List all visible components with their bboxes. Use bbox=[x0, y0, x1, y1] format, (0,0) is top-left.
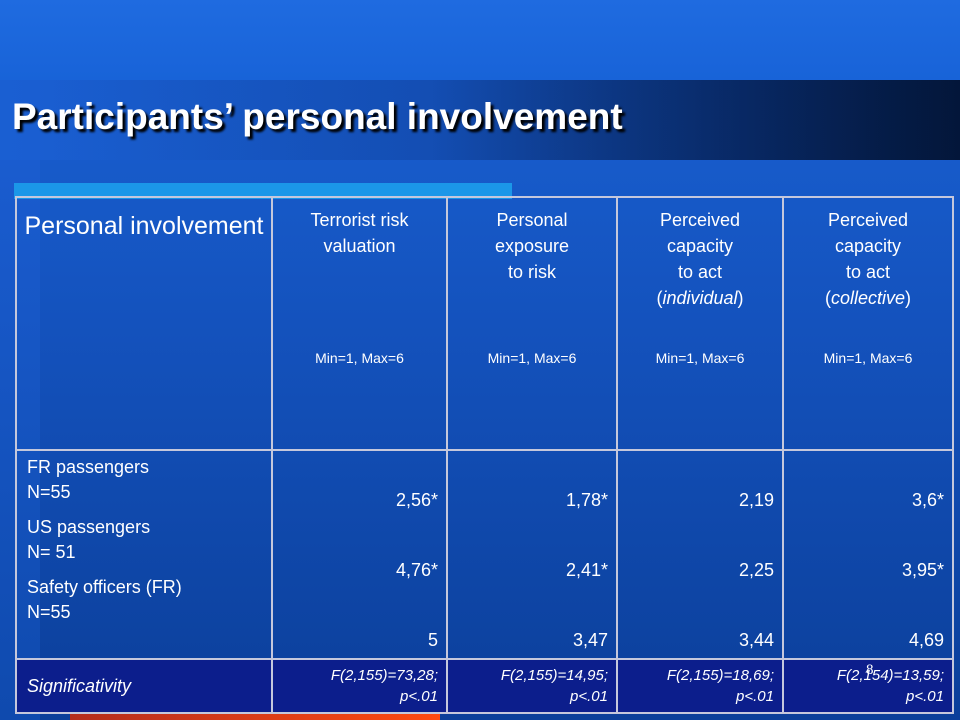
values-personal-exposure: 1,78* 2,41* 3,47 bbox=[446, 449, 618, 660]
value-us: 2,25 bbox=[738, 560, 774, 580]
significance-row: Significativity F(2,155)=73,28; p<.01 F(… bbox=[15, 658, 954, 714]
column-title-line: Terrorist risk bbox=[310, 210, 409, 230]
column-title: Perceived capacity to act (individual) bbox=[618, 198, 782, 311]
significance-stat: F(2,155)=18,69; bbox=[666, 667, 774, 684]
group-name: US passengers bbox=[27, 517, 151, 537]
column-header-capacity-collective: Perceived capacity to act (collective) M… bbox=[782, 196, 954, 451]
column-title-line: valuation bbox=[323, 236, 396, 256]
group-name: FR passengers bbox=[27, 457, 150, 477]
value-safety: 5 bbox=[427, 630, 438, 650]
column-header-capacity-individual: Perceived capacity to act (individual) M… bbox=[616, 196, 784, 451]
column-range: Min=1, Max=6 bbox=[487, 350, 577, 366]
column-range: Min=1, Max=6 bbox=[315, 350, 404, 366]
group-n: N=55 bbox=[27, 482, 71, 502]
significance-stat: F(2,155)=73,28; bbox=[330, 667, 438, 684]
value-safety: 3,47 bbox=[572, 630, 608, 650]
value-us: 3,95* bbox=[901, 560, 944, 580]
group-us-passengers: US passengers N= 51 bbox=[27, 515, 271, 565]
value-fr: 3,6* bbox=[911, 490, 944, 510]
column-title-line: (collective) bbox=[824, 288, 912, 308]
column-title-line: exposure bbox=[494, 236, 570, 256]
significance-p: p<.01 bbox=[570, 688, 608, 705]
column-title: Personal exposure to risk bbox=[448, 198, 616, 285]
column-title: Terrorist risk valuation bbox=[273, 198, 446, 259]
corner-header: Personal involvement bbox=[15, 196, 273, 451]
column-title-line: to risk bbox=[507, 262, 556, 282]
significance-capacity-individual: F(2,155)=18,69; p<.01 bbox=[616, 658, 784, 714]
column-header-personal-exposure: Personal exposure to risk Min=1, Max=6 bbox=[446, 196, 618, 451]
significance-stat: F(2,154)=13,59; bbox=[836, 667, 944, 684]
column-title-line: Perceived bbox=[659, 210, 741, 230]
significance-capacity-collective: F(2,154)=13,59; p<.01 bbox=[782, 658, 954, 714]
values-terrorist-risk: 2,56* 4,76* 5 bbox=[271, 449, 448, 660]
value-us: 4,76* bbox=[395, 560, 438, 580]
column-header-terrorist-risk: Terrorist risk valuation Min=1, Max=6 bbox=[271, 196, 448, 451]
title-band bbox=[0, 80, 960, 160]
value-safety: 3,44 bbox=[738, 630, 774, 650]
significance-p: p<.01 bbox=[400, 688, 438, 705]
group-safety-officers: Safety officers (FR) N=55 bbox=[27, 575, 271, 625]
column-title-line: Perceived bbox=[827, 210, 909, 230]
column-title-line: capacity bbox=[666, 236, 734, 256]
table-data-row: FR passengers N=55 US passengers N= 51 S… bbox=[15, 449, 954, 660]
involvement-table: Personal involvement Terrorist risk valu… bbox=[15, 196, 954, 714]
column-title-line: to act bbox=[677, 262, 723, 282]
value-fr: 1,78* bbox=[565, 490, 608, 510]
page-number: 8 bbox=[866, 662, 874, 678]
accent-bar-cyan bbox=[14, 183, 512, 199]
values-capacity-individual: 2,19 2,25 3,44 bbox=[616, 449, 784, 660]
value-us: 2,41* bbox=[565, 560, 608, 580]
value-fr: 2,56* bbox=[395, 490, 438, 510]
title-band-shade bbox=[40, 80, 960, 160]
column-title-line: Personal bbox=[496, 210, 568, 230]
group-labels-cell: FR passengers N=55 US passengers N= 51 S… bbox=[15, 449, 273, 660]
significance-p: p<.01 bbox=[736, 688, 774, 705]
table-header-row: Personal involvement Terrorist risk valu… bbox=[15, 196, 954, 451]
column-range: Min=1, Max=6 bbox=[655, 350, 745, 366]
significance-personal-exposure: F(2,155)=14,95; p<.01 bbox=[446, 658, 618, 714]
background-top bbox=[0, 0, 960, 80]
significance-stat: F(2,155)=14,95; bbox=[500, 667, 608, 684]
value-safety: 4,69 bbox=[908, 630, 944, 650]
group-n: N=55 bbox=[27, 602, 71, 622]
column-title-line: to act bbox=[845, 262, 891, 282]
column-range: Min=1, Max=6 bbox=[823, 350, 913, 366]
group-fr-passengers: FR passengers N=55 bbox=[27, 455, 271, 505]
value-fr: 2,19 bbox=[738, 490, 774, 510]
slide-title: Participants’ personal involvement bbox=[12, 96, 623, 137]
significance-terrorist-risk: F(2,155)=73,28; p<.01 bbox=[271, 658, 448, 714]
significance-label: Significativity bbox=[15, 658, 273, 714]
column-title-line: (individual) bbox=[656, 288, 744, 308]
group-name: Safety officers (FR) bbox=[27, 577, 182, 597]
column-title-line: capacity bbox=[834, 236, 902, 256]
values-capacity-collective: 3,6* 3,95* 4,69 bbox=[782, 449, 954, 660]
group-n: N= 51 bbox=[27, 542, 76, 562]
significance-p: p<.01 bbox=[906, 688, 944, 705]
column-title: Perceived capacity to act (collective) bbox=[784, 198, 952, 311]
